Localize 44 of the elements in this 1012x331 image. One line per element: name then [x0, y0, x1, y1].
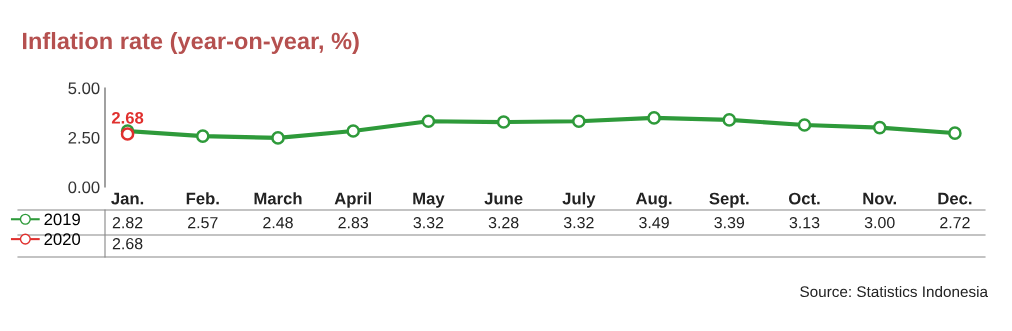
x-tick-label: Oct.: [788, 192, 820, 205]
data-label: 2.83: [338, 216, 369, 229]
y-tick-label: 0.00: [68, 181, 100, 194]
x-tick-label: Dec.: [938, 192, 972, 205]
data-label: 2.72: [940, 216, 970, 229]
chart-title: Inflation rate (year-on-year, %): [22, 32, 359, 55]
data-label: 3.39: [714, 216, 745, 229]
data-label: 3.32: [413, 216, 444, 229]
text: 2.68: [112, 237, 143, 250]
x-tick-label: April: [334, 192, 372, 208]
point: [572, 114, 586, 129]
data-label: 3.13: [789, 216, 820, 229]
point: [346, 124, 361, 138]
data-label: 2.48: [263, 216, 293, 229]
source-note: Source: Statistics Indonesia: [800, 285, 989, 298]
x-tick-label: May: [413, 192, 445, 208]
x-tick-label: July: [562, 192, 596, 208]
point: [195, 129, 210, 143]
data-label: 2.57: [188, 216, 218, 229]
x-tick-label: Feb.: [186, 192, 219, 205]
legend-label: 2020: [44, 233, 81, 246]
data-label: 2.68: [111, 111, 144, 124]
point: [722, 113, 737, 127]
x-tick-label: Sept.: [709, 192, 749, 208]
x-tick-label: March: [254, 192, 302, 205]
y-tick-label: 2.50: [68, 131, 100, 144]
x-tick-label: Aug.: [635, 192, 672, 208]
point: [948, 126, 962, 140]
point: [872, 120, 887, 135]
legend-label: 2019: [44, 213, 80, 226]
x-tick-label: Jan.: [111, 192, 144, 205]
point: [797, 118, 812, 132]
point: [421, 114, 436, 129]
point: [271, 131, 285, 145]
data-label: 3.00: [864, 216, 895, 229]
data-label: 3.32: [563, 216, 594, 229]
data-label: 3.49: [639, 216, 669, 229]
x-tick-label: Nov.: [863, 192, 896, 205]
point: [647, 111, 661, 125]
y-tick-label: 5.00: [68, 82, 100, 95]
x-tick-label: June: [484, 192, 523, 205]
point: [496, 115, 511, 129]
data-label: 3.28: [488, 216, 519, 229]
data-label: 2.82: [112, 216, 143, 229]
